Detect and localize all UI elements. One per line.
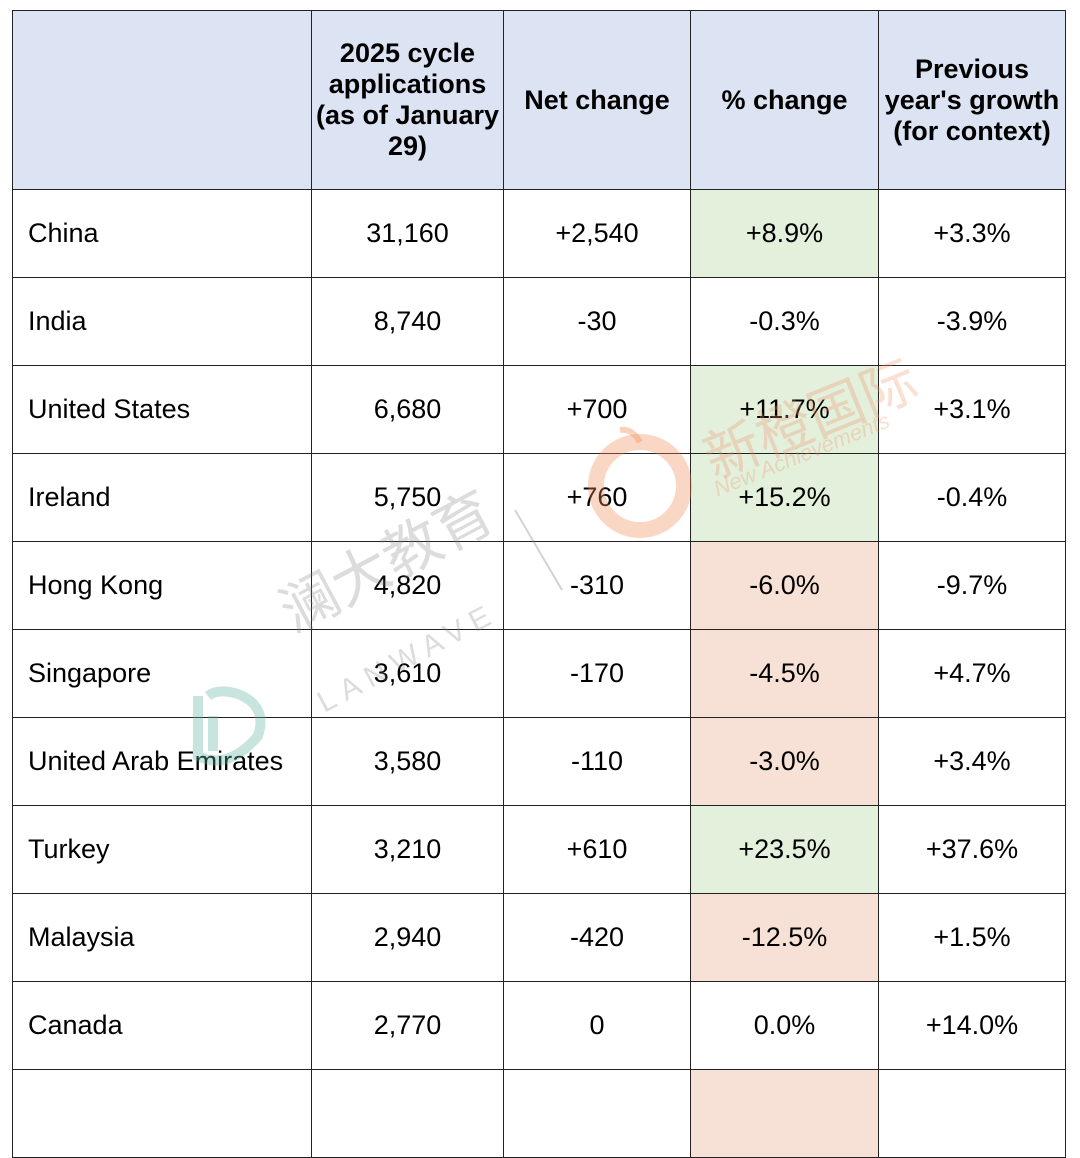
header-applications: 2025 cycle applications (as of January 2… (311, 10, 504, 190)
cell-country: Hong Kong (12, 541, 312, 630)
cell-prev-growth: +37.6% (878, 805, 1066, 894)
cell-net-change: 0 (503, 981, 691, 1070)
cell-net-change: +2,540 (503, 189, 691, 278)
table-container: 2025 cycle applications (as of January 2… (12, 10, 1066, 1158)
table-body: China 31,160 +2,540 +8.9% +3.3% India 8,740 -30… (12, 189, 1066, 1158)
cell-prev-growth: +4.7% (878, 629, 1066, 718)
table-row: Malaysia 2,940 -420 -12.5% +1.5% (12, 893, 1066, 982)
header-country (12, 10, 312, 190)
cell-net-change: -30 (503, 277, 691, 366)
table-row: Canada 2,770 0 0.0% +14.0% (12, 981, 1066, 1070)
cell-net-change: +610 (503, 805, 691, 894)
cell-prev-growth: -9.7% (878, 541, 1066, 630)
cell-country: United Arab Emirates (12, 717, 312, 806)
cell-applications: 3,210 (311, 805, 504, 894)
cell-pct-change: 0.0% (690, 981, 879, 1070)
cell-prev-growth: -0.4% (878, 453, 1066, 542)
cell-pct-change: +11.7% (690, 365, 879, 454)
cell-net-change (503, 1069, 691, 1158)
cell-country: Turkey (12, 805, 312, 894)
header-row: 2025 cycle applications (as of January 2… (12, 10, 1066, 190)
cell-pct-change: +15.2% (690, 453, 879, 542)
cell-net-change: -420 (503, 893, 691, 982)
table-row: Turkey 3,210 +610 +23.5% +37.6% (12, 805, 1066, 894)
cell-applications: 31,160 (311, 189, 504, 278)
cell-country: Canada (12, 981, 312, 1070)
cell-applications (311, 1069, 504, 1158)
cell-pct-change: -0.3% (690, 277, 879, 366)
cell-country: China (12, 189, 312, 278)
table-row: Hong Kong 4,820 -310 -6.0% -9.7% (12, 541, 1066, 630)
cell-prev-growth: +3.1% (878, 365, 1066, 454)
cell-net-change: +700 (503, 365, 691, 454)
cell-prev-growth: +14.0% (878, 981, 1066, 1070)
header-net-change: Net change (503, 10, 691, 190)
cell-net-change: -170 (503, 629, 691, 718)
table-row (12, 1069, 1066, 1158)
cell-prev-growth (878, 1069, 1066, 1158)
table-row: Singapore 3,610 -170 -4.5% +4.7% (12, 629, 1066, 718)
cell-net-change: -110 (503, 717, 691, 806)
cell-country: Ireland (12, 453, 312, 542)
cell-country: Malaysia (12, 893, 312, 982)
cell-net-change: +760 (503, 453, 691, 542)
cell-pct-change: -4.5% (690, 629, 879, 718)
cell-country: India (12, 277, 312, 366)
cell-applications: 2,940 (311, 893, 504, 982)
header-prev-growth: Previous year's growth (for context) (878, 10, 1066, 190)
cell-country: Singapore (12, 629, 312, 718)
table-row: China 31,160 +2,540 +8.9% +3.3% (12, 189, 1066, 278)
applications-table: 2025 cycle applications (as of January 2… (12, 10, 1066, 1158)
cell-prev-growth: +1.5% (878, 893, 1066, 982)
cell-prev-growth: -3.9% (878, 277, 1066, 366)
cell-pct-change: -3.0% (690, 717, 879, 806)
cell-applications: 4,820 (311, 541, 504, 630)
cell-country (12, 1069, 312, 1158)
cell-country: United States (12, 365, 312, 454)
cell-applications: 3,580 (311, 717, 504, 806)
cell-pct-change: +8.9% (690, 189, 879, 278)
cell-net-change: -310 (503, 541, 691, 630)
cell-prev-growth: +3.3% (878, 189, 1066, 278)
cell-applications: 6,680 (311, 365, 504, 454)
table-row: United States 6,680 +700 +11.7% +3.1% (12, 365, 1066, 454)
table-row: United Arab Emirates 3,580 -110 -3.0% +3.4% (12, 717, 1066, 806)
cell-applications: 3,610 (311, 629, 504, 718)
cell-pct-change (690, 1069, 879, 1158)
cell-applications: 8,740 (311, 277, 504, 366)
cell-prev-growth: +3.4% (878, 717, 1066, 806)
cell-pct-change: -6.0% (690, 541, 879, 630)
cell-pct-change: -12.5% (690, 893, 879, 982)
cell-pct-change: +23.5% (690, 805, 879, 894)
table-row: Ireland 5,750 +760 +15.2% -0.4% (12, 453, 1066, 542)
cell-applications: 2,770 (311, 981, 504, 1070)
table-row: India 8,740 -30 -0.3% -3.9% (12, 277, 1066, 366)
header-pct-change: % change (690, 10, 879, 190)
cell-applications: 5,750 (311, 453, 504, 542)
